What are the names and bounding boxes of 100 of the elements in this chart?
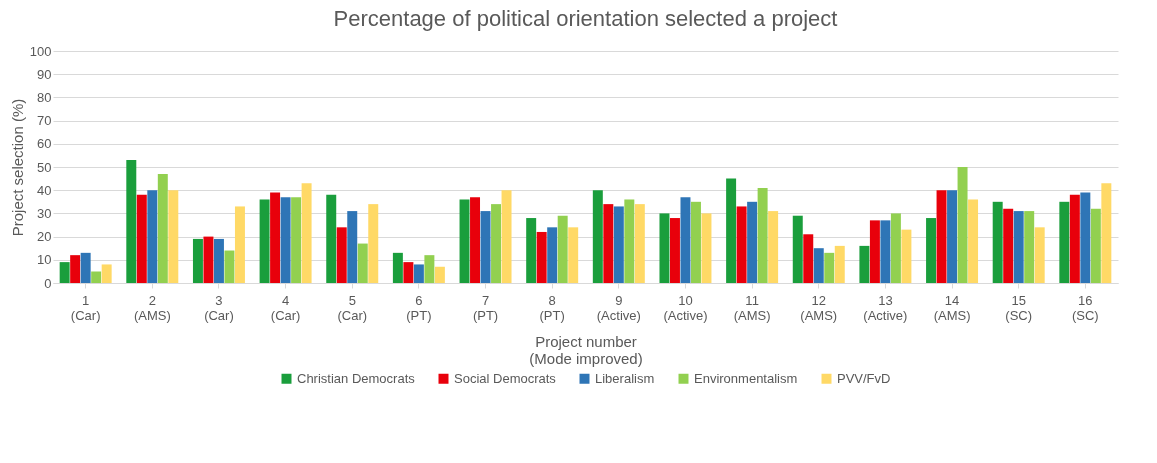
x-tick-label: 2 (AMS) (133, 292, 171, 323)
bar (126, 160, 137, 283)
bar (224, 250, 235, 283)
bar (1090, 208, 1101, 283)
bar (326, 194, 337, 283)
y-tick-label: 60 (37, 136, 52, 152)
y-tick-label: 30 (37, 205, 52, 221)
y-tick-label: 90 (37, 66, 52, 82)
bar (603, 204, 614, 283)
bar (192, 238, 203, 283)
bar (1069, 194, 1080, 283)
x-tick-label: 14 (AMS) (933, 292, 971, 323)
bar (203, 236, 214, 283)
bar (501, 190, 512, 283)
bar (536, 231, 547, 283)
y-tick-label: 80 (37, 89, 52, 105)
bar (1059, 201, 1070, 283)
bar (824, 252, 835, 283)
bar (270, 192, 281, 283)
bar (301, 183, 312, 283)
bar (926, 218, 937, 283)
bar (368, 204, 379, 283)
bar (470, 197, 481, 283)
bar (136, 194, 147, 283)
bar (101, 264, 112, 283)
bar (1080, 192, 1091, 283)
x-tick-label: 16 (SC) (1071, 292, 1099, 323)
bar (624, 199, 635, 283)
bar (147, 190, 158, 283)
x-tick-label: 13 (Active) (863, 292, 908, 323)
bar (403, 262, 414, 283)
bar (357, 243, 368, 283)
bar (803, 234, 814, 283)
y-tick-label: 10 (37, 252, 52, 268)
bar (890, 213, 901, 283)
bar (413, 264, 424, 283)
bar (1034, 227, 1045, 283)
bar (480, 211, 491, 283)
bar (792, 215, 803, 283)
bar (70, 255, 81, 283)
bar (768, 211, 779, 283)
legend-label: PVV/FvD (837, 370, 891, 386)
x-tick-label: 11 (AMS) (733, 292, 771, 323)
x-tick-label: 10 (Active) (663, 292, 708, 323)
bar (947, 190, 958, 283)
y-tick-label: 50 (37, 159, 52, 175)
bar (59, 262, 70, 283)
bar (747, 201, 758, 283)
bar (592, 190, 603, 283)
bar (213, 238, 224, 283)
y-tick-label: 100 (29, 43, 52, 59)
bar (280, 197, 291, 283)
y-tick-label: 20 (37, 229, 52, 245)
bar (168, 190, 179, 283)
y-tick-label: 0 (44, 275, 52, 291)
bar (526, 218, 537, 283)
bar (659, 213, 670, 283)
bar (347, 211, 358, 283)
x-tick-label: 12 (AMS) (800, 292, 838, 323)
bar (1101, 183, 1112, 283)
bar (813, 248, 824, 283)
bar (613, 206, 624, 283)
bar (880, 220, 891, 283)
bar (901, 229, 912, 283)
chart-title: Percentage of political orientation selected a project (333, 6, 838, 31)
x-tick-label: 9 (Active) (596, 292, 641, 323)
bar (392, 252, 403, 283)
bar (557, 215, 568, 283)
bar (80, 252, 91, 283)
bar (936, 190, 947, 283)
bar (336, 227, 347, 283)
x-tick-label: 7 (PT) (472, 292, 499, 323)
bar (634, 204, 645, 283)
bar (434, 266, 445, 283)
bar (157, 173, 168, 283)
legend-label: Social Democrats (454, 370, 557, 386)
legend-label: Environmentalism (694, 370, 798, 386)
x-axis-title: Project number (Mode improved) (529, 332, 643, 367)
x-tick-label: 3 (Car) (204, 292, 234, 323)
bar (726, 178, 737, 283)
bar (424, 255, 435, 283)
bar (547, 227, 558, 283)
bar (1013, 211, 1024, 283)
legend-label: Liberalism (595, 370, 655, 386)
bar (957, 167, 968, 283)
x-tick-label: 5 (Car) (337, 292, 368, 323)
bar (736, 206, 747, 283)
bar (459, 199, 470, 283)
bar (234, 206, 245, 283)
bar (690, 201, 701, 283)
y-tick-label: 40 (37, 182, 52, 198)
y-axis-title: Project selection (%) (8, 98, 26, 237)
bar (568, 227, 579, 283)
bar (1003, 208, 1014, 283)
bar (669, 218, 680, 283)
bar (1024, 211, 1035, 283)
x-tick-label: 6 (PT) (406, 292, 432, 323)
bar (992, 201, 1003, 283)
bar (680, 197, 691, 283)
bar (968, 199, 979, 283)
